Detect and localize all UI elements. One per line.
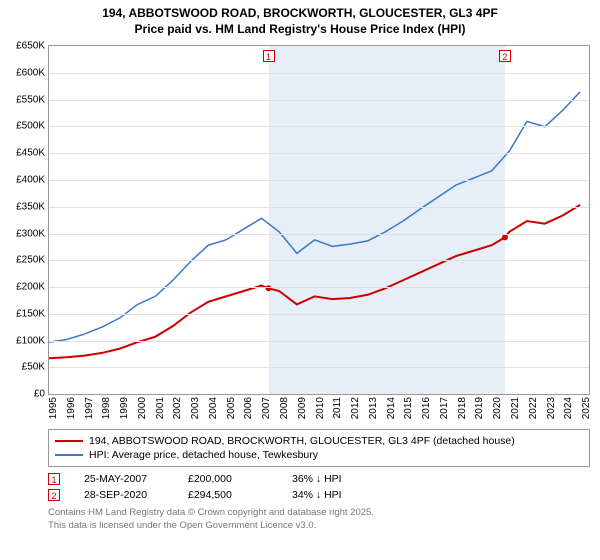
gridline: [49, 367, 589, 368]
transaction-delta: 36% ↓ HPI: [292, 473, 372, 485]
x-axis-label: 2015: [403, 397, 414, 419]
plot-region: £0£50K£100K£150K£200K£250K£300K£350K£400…: [48, 45, 590, 395]
transaction-price: £200,000: [188, 473, 268, 485]
x-axis-label: 1995: [48, 397, 59, 419]
transaction-price: £294,500: [188, 489, 268, 501]
y-axis-label: £50K: [22, 362, 49, 373]
chart-container: 194, ABBOTSWOOD ROAD, BROCKWORTH, GLOUCE…: [0, 0, 600, 532]
x-axis-label: 2011: [332, 397, 343, 419]
footer-line-2: This data is licensed under the Open Gov…: [48, 520, 590, 532]
x-axis-label: 2014: [386, 397, 397, 419]
x-axis-label: 2012: [350, 397, 361, 419]
series-property: [49, 205, 580, 358]
y-axis-label: £350K: [16, 201, 49, 212]
y-axis-label: £450K: [16, 148, 49, 159]
line-layer: [49, 46, 589, 396]
gridline: [49, 341, 589, 342]
y-axis-label: £100K: [16, 335, 49, 346]
x-axis-label: 2010: [315, 397, 326, 419]
marker-label: 1: [263, 50, 275, 62]
x-axis-label: 2008: [279, 397, 290, 419]
legend: 194, ABBOTSWOOD ROAD, BROCKWORTH, GLOUCE…: [48, 429, 590, 467]
title-line-2: Price paid vs. HM Land Registry's House …: [4, 22, 596, 38]
transactions-table: 1 25-MAY-2007 £200,000 36% ↓ HPI 2 28-SEP-202…: [48, 471, 590, 503]
transaction-marker: 2: [48, 489, 60, 501]
x-axis-label: 2007: [261, 397, 272, 419]
x-axis-label: 2021: [510, 397, 521, 419]
chart-title: 194, ABBOTSWOOD ROAD, BROCKWORTH, GLOUCE…: [0, 0, 600, 41]
x-axis-label: 2018: [457, 397, 468, 419]
x-axis-label: 2020: [492, 397, 503, 419]
transaction-row: 2 28-SEP-2020 £294,500 34% ↓ HPI: [48, 487, 590, 503]
transaction-delta: 34% ↓ HPI: [292, 489, 372, 501]
gridline: [49, 260, 589, 261]
y-axis-label: £550K: [16, 94, 49, 105]
x-axis-label: 2025: [581, 397, 592, 419]
transaction-marker: 1: [48, 473, 60, 485]
legend-label-2: HPI: Average price, detached house, Tewk…: [89, 449, 318, 461]
x-axis-label: 2024: [563, 397, 574, 419]
gridline: [49, 180, 589, 181]
legend-row-2: HPI: Average price, detached house, Tewk…: [55, 448, 583, 462]
chart-area: £0£50K£100K£150K£200K£250K£300K£350K£400…: [48, 45, 590, 425]
x-axis-label: 2004: [208, 397, 219, 419]
y-axis-label: £650K: [16, 41, 49, 52]
footer: Contains HM Land Registry data © Crown c…: [48, 507, 590, 532]
transaction-date: 25-MAY-2007: [84, 473, 164, 485]
x-axis-label: 2000: [137, 397, 148, 419]
x-axis-label: 2005: [226, 397, 237, 419]
gridline: [49, 314, 589, 315]
x-axis-label: 2022: [528, 397, 539, 419]
y-axis-label: £600K: [16, 67, 49, 78]
legend-row-1: 194, ABBOTSWOOD ROAD, BROCKWORTH, GLOUCE…: [55, 434, 583, 448]
transaction-date: 28-SEP-2020: [84, 489, 164, 501]
x-axis-label: 1997: [84, 397, 95, 419]
x-axis-label: 1998: [101, 397, 112, 419]
x-axis-label: 2002: [172, 397, 183, 419]
gridline: [49, 287, 589, 288]
x-axis-label: 1996: [66, 397, 77, 419]
title-line-1: 194, ABBOTSWOOD ROAD, BROCKWORTH, GLOUCE…: [4, 6, 596, 22]
marker-label: 2: [499, 50, 511, 62]
transaction-row: 1 25-MAY-2007 £200,000 36% ↓ HPI: [48, 471, 590, 487]
x-axis-label: 2013: [368, 397, 379, 419]
y-axis-label: £500K: [16, 121, 49, 132]
gridline: [49, 207, 589, 208]
y-axis-label: £150K: [16, 308, 49, 319]
x-axis-label: 2019: [474, 397, 485, 419]
legend-swatch-1: [55, 440, 83, 442]
gridline: [49, 234, 589, 235]
y-axis-label: £200K: [16, 282, 49, 293]
gridline: [49, 100, 589, 101]
y-axis-label: £400K: [16, 175, 49, 186]
x-axis-label: 2003: [190, 397, 201, 419]
y-axis-label: £300K: [16, 228, 49, 239]
footer-line-1: Contains HM Land Registry data © Crown c…: [48, 507, 590, 519]
x-axis-label: 2017: [439, 397, 450, 419]
gridline: [49, 153, 589, 154]
x-axis-label: 2006: [243, 397, 254, 419]
y-axis-label: £250K: [16, 255, 49, 266]
x-axis-label: 2001: [155, 397, 166, 419]
x-axis-label: 1999: [119, 397, 130, 419]
x-axis-label: 2009: [297, 397, 308, 419]
x-axis-label: 2023: [546, 397, 557, 419]
series-hpi: [49, 92, 580, 342]
legend-label-1: 194, ABBOTSWOOD ROAD, BROCKWORTH, GLOUCE…: [89, 435, 515, 447]
marker-dot: [502, 235, 508, 241]
x-axis-label: 2016: [421, 397, 432, 419]
y-axis-label: £0: [34, 389, 49, 400]
gridline: [49, 126, 589, 127]
gridline: [49, 73, 589, 74]
legend-swatch-2: [55, 454, 83, 456]
